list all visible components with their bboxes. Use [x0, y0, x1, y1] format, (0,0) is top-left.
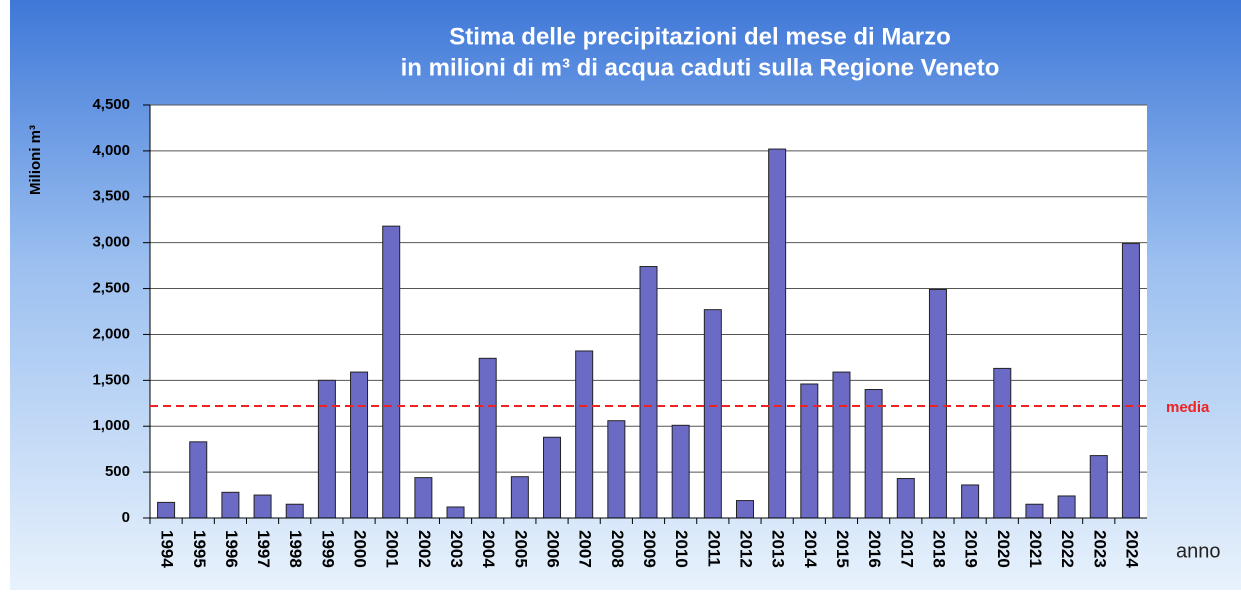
- bar: [253, 494, 272, 519]
- bar: [961, 484, 980, 519]
- bar: [510, 476, 529, 519]
- y-tick-label: 1,500: [92, 371, 130, 388]
- x-tick-label: 2013: [769, 530, 788, 568]
- x-tick-label: 1999: [318, 530, 337, 568]
- x-tick-label: 2000: [351, 530, 370, 568]
- bar: [993, 367, 1012, 519]
- y-tick-label: 0: [122, 509, 130, 526]
- chart-subtitle: in milioni di m³ di acqua caduti sulla R…: [401, 54, 1000, 81]
- x-tick-label: 2008: [608, 530, 627, 568]
- bar: [478, 357, 497, 519]
- bar: [1025, 503, 1044, 519]
- x-tick-label: 2019: [962, 530, 981, 568]
- x-tick-label: 1998: [286, 530, 305, 568]
- bar: [446, 506, 465, 519]
- x-tick-label: 2004: [479, 530, 498, 568]
- x-tick-label: 2003: [447, 530, 466, 568]
- x-tick-label: 2016: [865, 530, 884, 568]
- bar: [607, 420, 626, 519]
- y-tick-label: 500: [105, 463, 130, 480]
- x-tick-label: 2012: [736, 530, 755, 568]
- bar: [768, 148, 787, 519]
- x-tick-label: 1997: [254, 530, 273, 568]
- bar: [1057, 495, 1076, 519]
- x-tick-label: 2021: [1026, 530, 1045, 568]
- bar: [317, 379, 336, 519]
- chart-title: Stima delle precipitazioni del mese di M…: [449, 23, 950, 50]
- x-tick-label: 2010: [672, 530, 691, 568]
- bar: [832, 371, 851, 519]
- bar: [221, 491, 240, 519]
- x-tick-label: 1994: [158, 530, 177, 568]
- bar: [864, 389, 883, 519]
- x-tick-label: 2024: [1122, 530, 1141, 568]
- x-tick-label: 2002: [415, 530, 434, 568]
- x-tick-label: 2014: [801, 530, 820, 568]
- x-tick-label: 1996: [222, 530, 241, 568]
- x-tick-label: 2023: [1090, 530, 1109, 568]
- y-tick-label: 2,500: [92, 280, 130, 297]
- bar: [189, 441, 208, 519]
- bar: [382, 225, 401, 519]
- mean-label: media: [1166, 399, 1210, 416]
- bar: [928, 288, 947, 519]
- x-tick-label: 1995: [190, 530, 209, 568]
- y-tick-label: 1,000: [92, 417, 130, 434]
- x-tick-label: 2022: [1058, 530, 1077, 568]
- x-tick-label: 2018: [929, 530, 948, 568]
- bar: [414, 477, 433, 519]
- bar: [639, 266, 658, 519]
- x-axis-label: anno: [1176, 540, 1221, 562]
- y-tick-label: 3,500: [92, 188, 130, 205]
- bar: [543, 436, 562, 519]
- x-tick-label: 2005: [511, 530, 530, 568]
- bar: [1121, 243, 1140, 519]
- x-tick-label: 2006: [544, 530, 563, 568]
- bar: [157, 501, 176, 519]
- bar: [671, 424, 690, 519]
- x-tick-label: 2020: [994, 530, 1013, 568]
- bar: [896, 478, 915, 519]
- y-tick-label: 4,000: [92, 142, 130, 159]
- bar: [575, 350, 594, 519]
- bar: [350, 371, 369, 519]
- x-tick-label: 2009: [640, 530, 659, 568]
- x-tick-label: 2007: [576, 530, 595, 568]
- y-tick-label: 4,500: [92, 96, 130, 113]
- x-tick-label: 2011: [704, 530, 723, 567]
- bar: [735, 500, 754, 519]
- x-tick-label: 2001: [383, 530, 402, 568]
- bar: [1089, 455, 1108, 519]
- y-tick-label: 3,000: [92, 234, 130, 251]
- x-tick-label: 2017: [897, 530, 916, 568]
- y-tick-label: 2,000: [92, 325, 130, 342]
- bar: [800, 383, 819, 519]
- x-tick-label: 2015: [833, 530, 852, 568]
- y-axis-label: Milioni m³: [27, 125, 44, 195]
- bar: [285, 503, 304, 519]
- bar: [703, 309, 722, 519]
